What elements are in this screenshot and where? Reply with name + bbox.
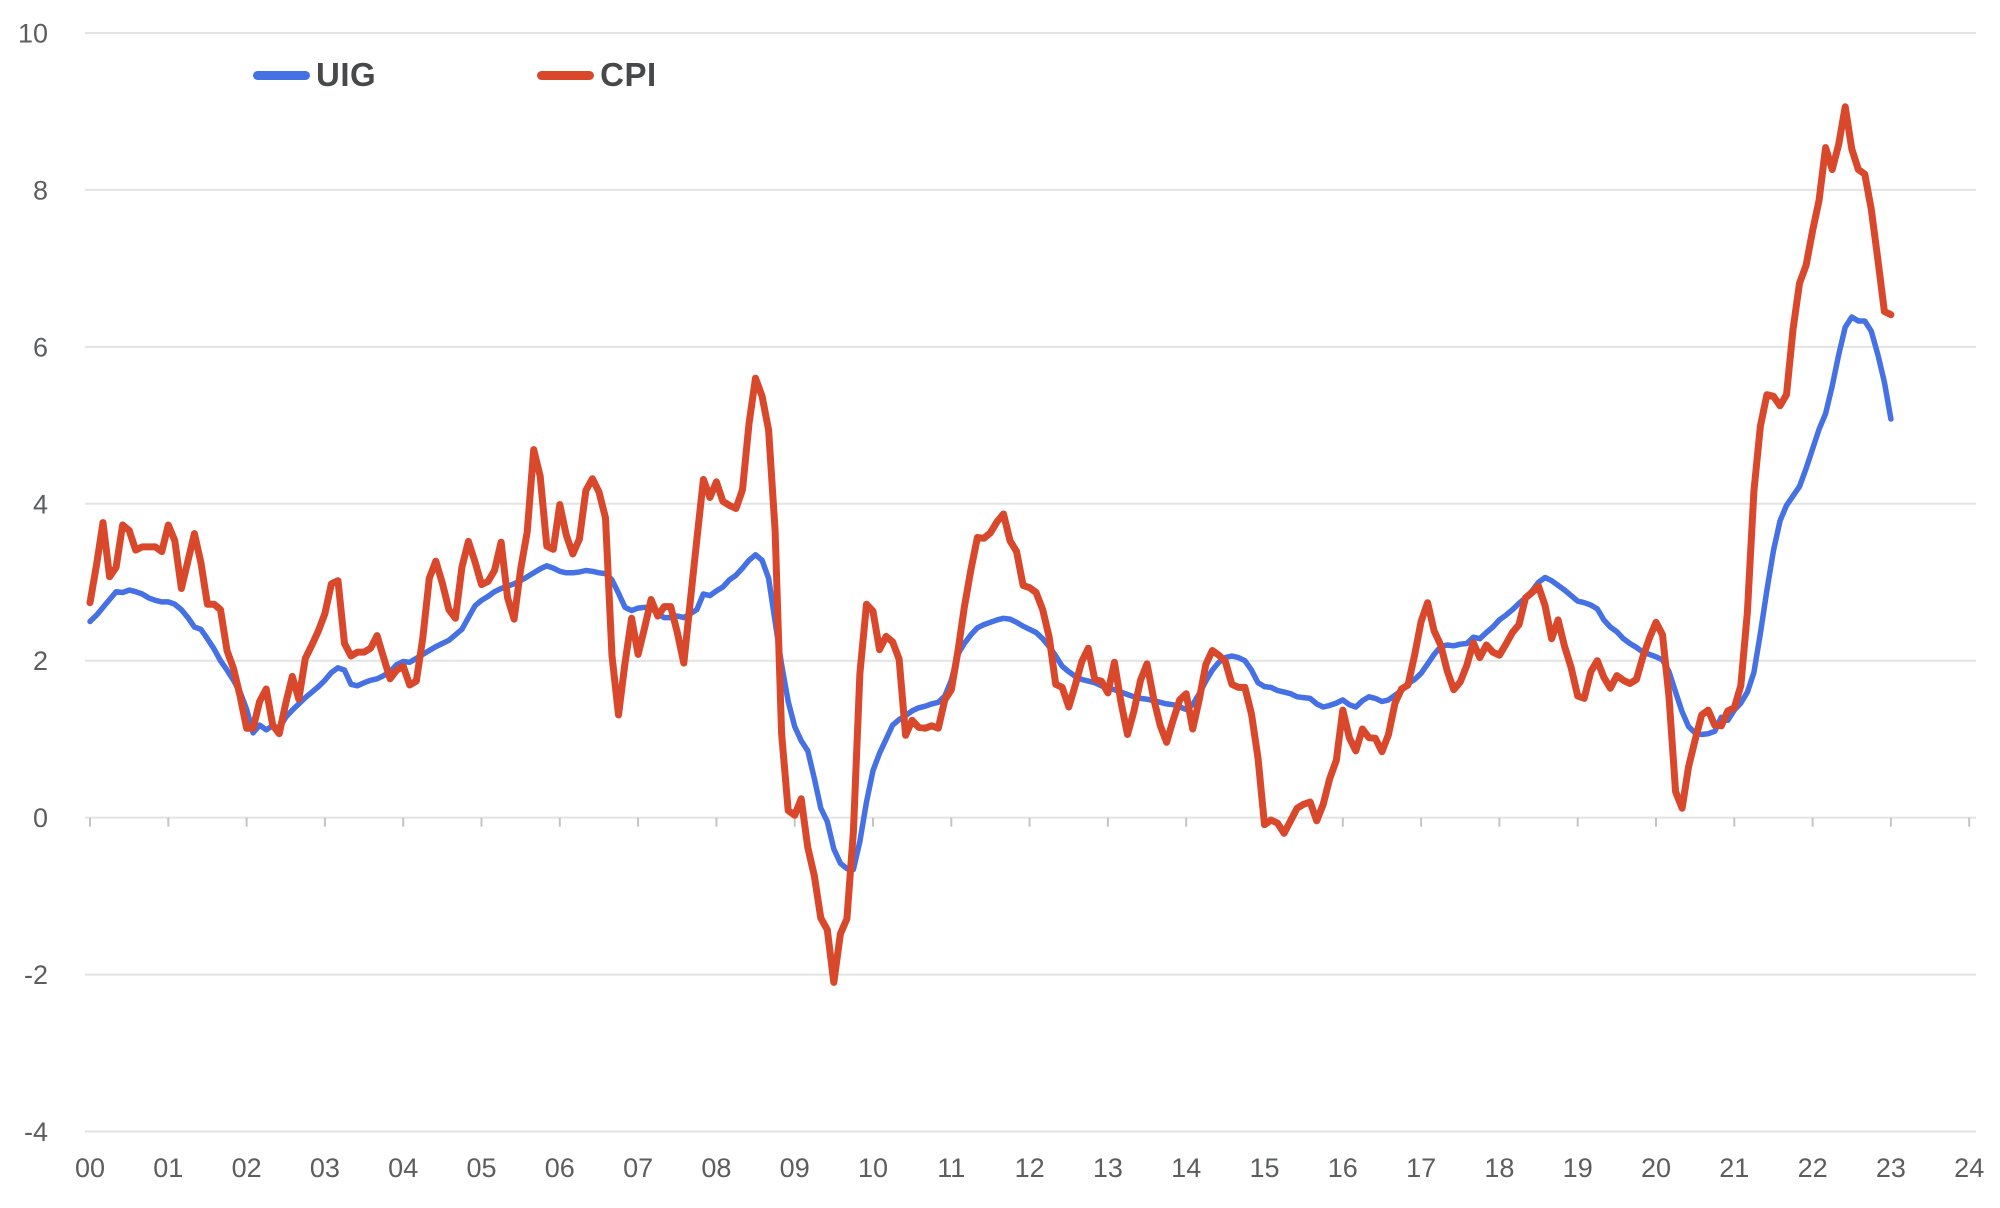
x-tick-label-04: 04 (388, 1153, 418, 1183)
legend-item-cpi: CPI (537, 56, 657, 94)
x-tick-label-12: 12 (1015, 1153, 1045, 1183)
y-tick-label-6: 6 (33, 332, 48, 362)
x-tick-label-17: 17 (1406, 1153, 1436, 1183)
x-tick-label-10: 10 (858, 1153, 888, 1183)
x-tick-label-16: 16 (1328, 1153, 1358, 1183)
cpi-line-swatch-icon (537, 70, 595, 80)
x-tick-label-00: 00 (75, 1153, 105, 1183)
x-tick-label-08: 08 (701, 1153, 731, 1183)
x-tick-label-07: 07 (623, 1153, 653, 1183)
x-tick-label-02: 02 (232, 1153, 262, 1183)
cpi-legend-label: CPI (600, 56, 657, 93)
x-tick-label-20: 20 (1641, 1153, 1671, 1183)
x-tick-label-21: 21 (1719, 1153, 1749, 1183)
x-tick-label-01: 01 (153, 1153, 183, 1183)
y-tick-label-4: 4 (33, 489, 48, 519)
x-tick-label-15: 15 (1249, 1153, 1279, 1183)
y-tick-label-8: 8 (33, 175, 48, 205)
uig-legend-label: UIG (316, 56, 377, 93)
x-axis-tick-labels: 00 01 02 03 04 05 06 07 08 09 10 11 12 13 14 15 16 17 18 19… (75, 817, 1984, 1183)
x-tick-label-11: 11 (937, 1153, 965, 1183)
x-tick-label-06: 06 (545, 1153, 575, 1183)
cpi-series-line (86, 103, 1895, 986)
uig-series-line (87, 314, 1894, 873)
y-tick-label--4: -4 (24, 1117, 48, 1147)
gridlines (85, 32, 1976, 1133)
legend: UIG CPI (253, 56, 657, 94)
x-tick-label-03: 03 (310, 1153, 340, 1183)
data-series (86, 103, 1895, 986)
y-tick-label-2: 2 (33, 646, 48, 676)
y-tick-label-0: 0 (33, 803, 48, 833)
legend-item-uig: UIG (253, 56, 376, 94)
x-tick-label-22: 22 (1798, 1153, 1828, 1183)
x-tick-label-05: 05 (466, 1153, 496, 1183)
uig-line-swatch-icon (253, 70, 310, 80)
x-tick-label-14: 14 (1171, 1153, 1201, 1183)
x-tick-label-23: 23 (1876, 1153, 1906, 1183)
y-tick-label-10: 10 (18, 19, 48, 49)
x-tick-label-13: 13 (1093, 1153, 1123, 1183)
x-tick-label-09: 09 (780, 1153, 810, 1183)
x-tick-label-24: 24 (1954, 1153, 1984, 1183)
x-tick-label-18: 18 (1484, 1153, 1514, 1183)
y-tick-label--2: -2 (24, 960, 48, 990)
x-tick-label-19: 19 (1563, 1153, 1593, 1183)
y-axis-tick-labels: 10 8 6 4 2 0 -2 -4 (18, 19, 48, 1148)
